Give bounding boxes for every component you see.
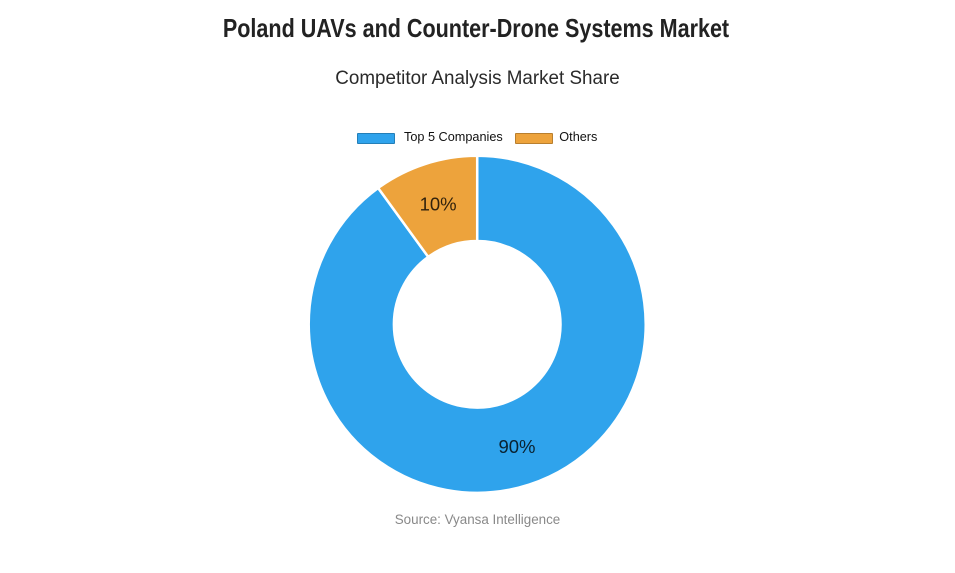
- svg-text:10%: 10%: [420, 194, 457, 215]
- svg-text:90%: 90%: [498, 436, 535, 457]
